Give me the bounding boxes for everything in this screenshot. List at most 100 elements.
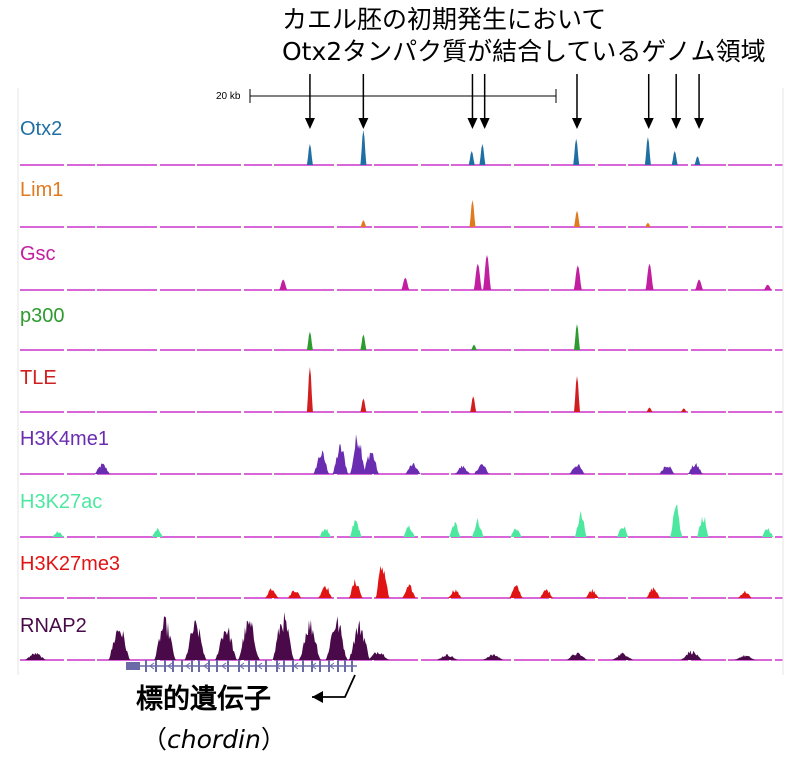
gene-exon: [265, 660, 267, 672]
gene-exon: [351, 660, 353, 672]
peak-otx2: [694, 156, 701, 165]
peak-h3k27ac: [670, 504, 683, 537]
peak-rnap2: [215, 627, 237, 660]
peak-h3k4me1: [473, 464, 490, 474]
gene-strand-chevron: [275, 662, 281, 670]
peak-lim1: [574, 210, 580, 227]
gene-pointer-arrowhead: [312, 691, 323, 703]
gene-exon: [337, 660, 339, 672]
peak-rnap2: [24, 652, 47, 660]
peak-p300: [471, 344, 477, 350]
peak-rnap2: [348, 620, 371, 660]
peak-rnap2: [237, 620, 260, 660]
peak-gsc: [401, 277, 410, 290]
peak-rnap2: [272, 612, 295, 660]
gene-name-line: （chordin）: [142, 725, 286, 754]
scale-bar-label: 20 kb: [216, 91, 241, 102]
gene-exon: [198, 660, 200, 672]
peak-h3k27ac: [616, 526, 629, 537]
peak-p300: [306, 331, 313, 350]
peak-h3k4me1: [404, 462, 421, 474]
peak-gsc: [763, 284, 772, 290]
peak-rnap2: [298, 619, 321, 660]
peak-h3k27ac: [574, 510, 587, 537]
binding-arrow-head: [358, 118, 369, 129]
peak-gsc: [279, 279, 288, 290]
track-label-rnap2: RNAP2: [20, 615, 87, 637]
peak-otx2: [671, 151, 678, 165]
peak-h3k27ac: [151, 528, 164, 537]
gene-exon: [155, 660, 157, 672]
peak-tle: [360, 398, 367, 412]
peak-h3k27ac: [510, 528, 522, 537]
gene-exon: [208, 660, 210, 672]
peak-h3k4me1: [687, 463, 704, 474]
gene-strand-chevron: [203, 662, 209, 670]
gene-exon: [164, 660, 166, 672]
peak-lim1: [644, 222, 651, 227]
tracks-group: Otx2 Lim1 Gsc p300 TLE H3K4me1 H3K27ac H3K27me3…: [20, 118, 783, 661]
peak-gsc: [473, 263, 482, 290]
gene-strand-chevron: [149, 662, 155, 670]
peak-h3k4me1: [350, 434, 366, 474]
gene-exon: [292, 660, 294, 672]
peak-h3k27ac: [761, 528, 774, 537]
track-tle: TLE: [20, 367, 783, 413]
scale-bar: 20 kb: [216, 89, 557, 103]
binding-arrow-head: [571, 118, 582, 129]
gene-strand-chevron: [221, 662, 227, 670]
gene-exon: [319, 660, 321, 672]
peak-h3k27ac: [696, 516, 709, 537]
peak-gsc: [695, 279, 704, 290]
binding-arrow-head: [467, 118, 478, 129]
gene-exon: [191, 660, 193, 672]
track-label-lim1: Lim1: [20, 179, 63, 201]
gene-strand-chevron: [293, 662, 299, 670]
peak-h3k27ac: [403, 525, 416, 537]
binding-arrow-head: [671, 118, 682, 129]
peak-tle: [470, 396, 477, 412]
gene-exon: [276, 660, 278, 672]
gene-name: chordin: [167, 725, 261, 754]
peak-gsc: [645, 263, 654, 290]
track-label-p300: p300: [20, 305, 65, 327]
gene-strand-chevron: [167, 662, 173, 670]
track-label-h3k27ac: H3K27ac: [20, 491, 102, 513]
gene-track: [126, 660, 357, 672]
peak-rnap2: [184, 620, 207, 660]
peak-otx2: [479, 144, 486, 165]
binding-arrow-head: [694, 118, 705, 129]
heading-line-1: カエル胚の初期発生において: [282, 5, 606, 34]
track-label-otx2: Otx2: [20, 118, 62, 140]
gene-exon: [216, 660, 218, 672]
track-label-gsc: Gsc: [20, 243, 56, 265]
peak-otx2: [306, 144, 313, 165]
peak-gsc: [483, 255, 491, 290]
peak-otx2: [468, 151, 475, 165]
peak-otx2: [360, 130, 367, 165]
peak-h3k27ac: [349, 520, 362, 537]
peak-h3k27me3: [737, 590, 752, 598]
peak-tle: [646, 407, 653, 412]
peak-h3k27ac: [448, 522, 461, 537]
peak-p300: [574, 324, 580, 350]
peak-rnap2: [436, 654, 459, 660]
track-h3k27ac: H3K27ac: [20, 491, 783, 538]
peak-rnap2: [108, 630, 131, 660]
peak-h3k27me3: [646, 587, 661, 598]
peak-gsc: [573, 265, 582, 290]
peak-h3k27me3: [585, 588, 600, 598]
track-label-tle: TLE: [20, 367, 57, 389]
peak-tle: [680, 408, 687, 412]
peak-h3k27me3: [264, 588, 279, 598]
peak-tle: [574, 376, 580, 412]
peak-h3k27me3: [348, 579, 363, 598]
gene-strand-chevron: [257, 662, 263, 670]
peak-h3k27me3: [318, 586, 333, 598]
peak-rnap2: [611, 652, 634, 660]
gene-exon: [145, 660, 147, 672]
gene-exon: [248, 660, 250, 672]
peak-h3k27ac: [471, 518, 484, 537]
